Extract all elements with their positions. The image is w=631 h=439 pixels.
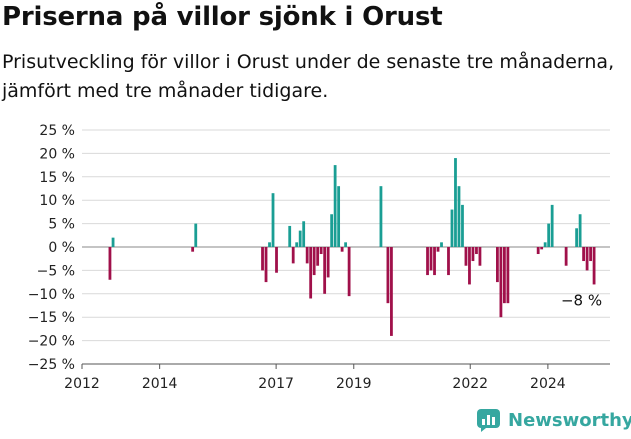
bar-negative <box>464 247 468 266</box>
bar-positive <box>450 209 454 247</box>
bar-negative <box>447 247 450 276</box>
bar-positive <box>547 223 551 247</box>
bar-positive <box>543 242 547 247</box>
bar-positive <box>550 204 554 247</box>
bar-negative <box>291 247 295 264</box>
bar-negative <box>386 247 390 304</box>
last-value-annotation: −8 % <box>561 292 602 310</box>
bar-negative <box>499 247 503 318</box>
bar-negative <box>436 247 440 252</box>
bar-positive <box>295 242 299 247</box>
x-tick-label: 2024 <box>530 376 566 392</box>
bar-negative <box>496 247 499 283</box>
bar-negative <box>191 247 195 252</box>
y-tick-label: −15 % <box>28 310 75 326</box>
bar-negative <box>589 247 592 262</box>
bar-positive <box>461 204 464 247</box>
bar-negative <box>471 247 475 262</box>
bar-positive <box>111 237 115 247</box>
bar-positive <box>578 214 582 247</box>
bar-negative <box>323 247 327 294</box>
bar-negative <box>305 247 309 264</box>
bar-negative <box>564 247 568 266</box>
bar-negative <box>319 247 323 255</box>
bar-negative <box>261 247 264 271</box>
bar-positive <box>575 228 579 247</box>
y-tick-label: −10 % <box>28 287 75 303</box>
x-tick-label: 2022 <box>452 376 488 392</box>
bar-negative <box>264 247 268 283</box>
bar-positive <box>298 230 302 247</box>
y-tick-label: 10 % <box>39 193 75 209</box>
bar-positive <box>271 193 275 247</box>
bar-positive <box>379 186 383 247</box>
bar-negative <box>585 247 589 271</box>
bar-negative <box>312 247 316 276</box>
bar-positive <box>268 242 271 247</box>
bar-negative <box>540 247 544 250</box>
newsworthy-logo: Newsworthy <box>476 408 631 432</box>
bar-negative <box>468 247 471 285</box>
bar-negative <box>475 247 478 255</box>
bar-positive <box>457 186 461 247</box>
bar-positive <box>454 158 457 247</box>
bar-negative <box>316 247 320 266</box>
bar-positive <box>330 214 334 247</box>
bar-negative <box>340 247 344 252</box>
bar-negative <box>390 247 393 336</box>
x-tick-label: 2012 <box>64 376 100 392</box>
bar-positive <box>333 165 337 247</box>
x-tick-label: 2014 <box>142 376 178 392</box>
bar-negative <box>478 247 482 266</box>
bar-positive <box>344 242 348 247</box>
bar-negative <box>429 247 433 271</box>
y-tick-label: 0 % <box>48 240 75 256</box>
x-tick-label: 2017 <box>258 376 294 392</box>
bar-negative <box>426 247 429 276</box>
chart-title: Priserna på villor sjönk i Orust <box>2 2 443 32</box>
bar-positive <box>440 242 443 247</box>
chart-subtitle: Prisutveckling för villor i Orust under … <box>2 51 615 102</box>
bar-negative <box>582 247 585 262</box>
newsworthy-logo-icon <box>477 409 500 432</box>
bar-positive <box>302 221 306 247</box>
y-tick-label: 15 % <box>39 170 75 186</box>
bar-negative <box>275 247 278 273</box>
bar-positive <box>194 223 198 247</box>
y-tick-label: 5 % <box>48 217 75 233</box>
bar-negative <box>433 247 436 276</box>
y-tick-label: −25 % <box>28 357 75 373</box>
brand-name: Newsworthy <box>508 409 631 431</box>
y-tick-label: −20 % <box>28 334 75 350</box>
bar-negative <box>536 247 540 255</box>
bar-positive <box>288 225 292 247</box>
bar-negative <box>309 247 313 299</box>
bar-negative <box>503 247 506 304</box>
bar-negative <box>108 247 112 280</box>
y-tick-label: 20 % <box>39 146 75 162</box>
y-tick-label: −5 % <box>37 263 75 279</box>
y-tick-label: 25 % <box>39 123 75 139</box>
x-tick-label: 2019 <box>336 376 372 392</box>
bar-negative <box>506 247 510 304</box>
bar-negative <box>347 247 351 297</box>
bar-negative <box>592 247 596 285</box>
bar-positive <box>337 186 341 247</box>
bar-negative <box>326 247 330 278</box>
